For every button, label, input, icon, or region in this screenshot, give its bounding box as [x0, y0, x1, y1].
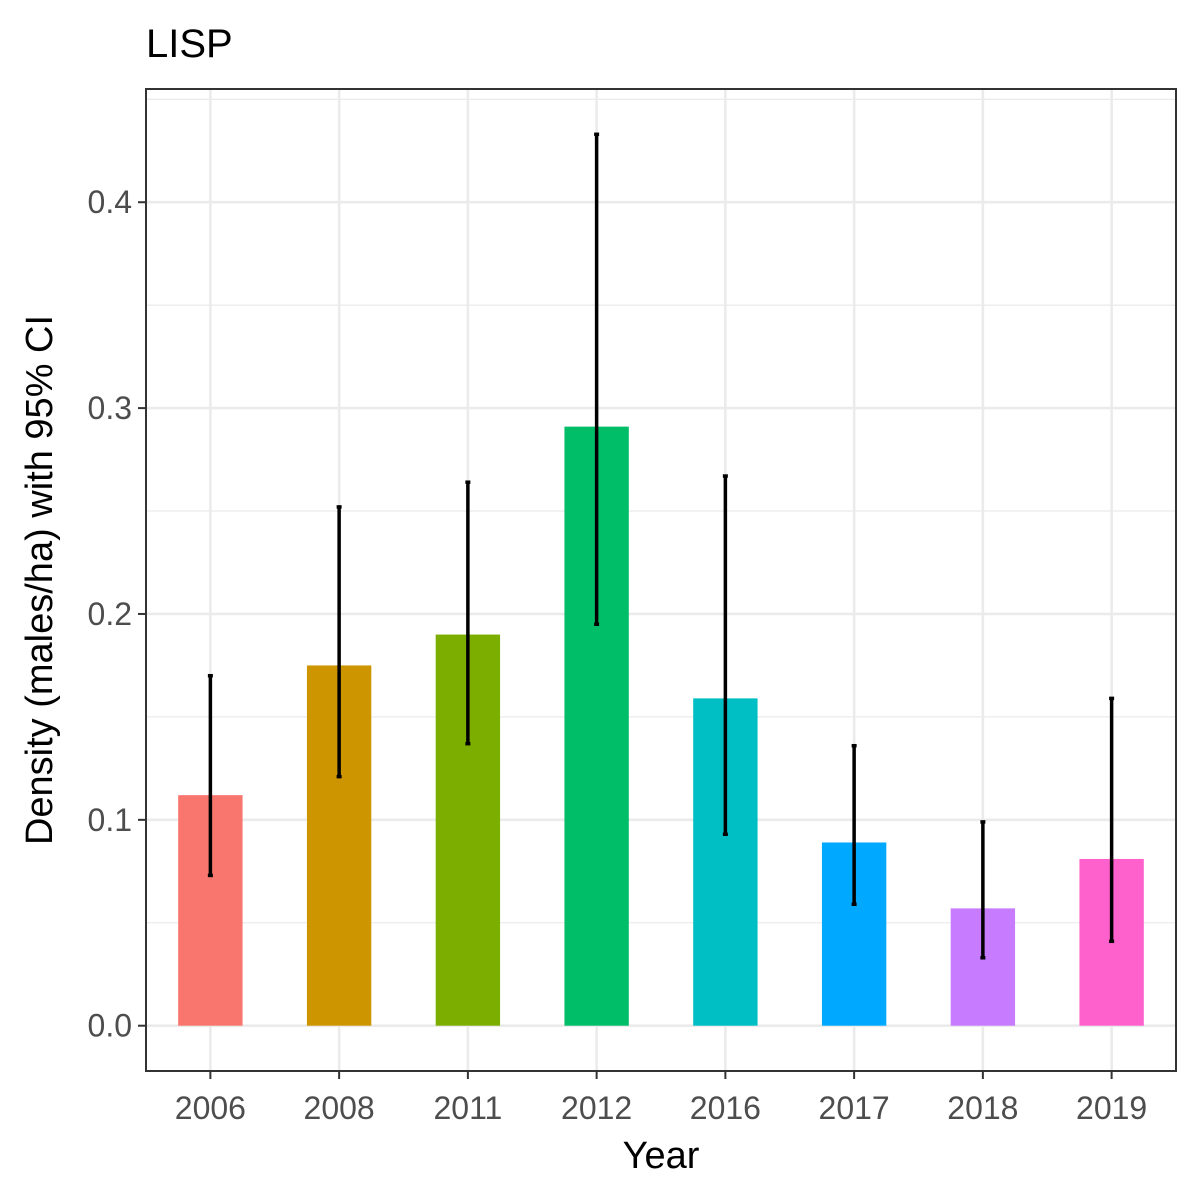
bars	[178, 426, 1144, 1026]
plot-panel-border	[145, 88, 1177, 1072]
axes: 0.0 0.1 0.2 0.3 0.4 2006 2008 2011 2012 2016 2017 2…	[88, 184, 1148, 1126]
error-bars	[207, 132, 1115, 960]
y-tick-label: 0.2	[88, 596, 132, 632]
y-tick-label: 0.3	[88, 390, 132, 426]
x-tick-label: 2016	[690, 1090, 761, 1126]
y-tick-label: 0.4	[88, 184, 132, 220]
x-axis-title: Year	[623, 1135, 700, 1177]
x-tick-label: 2011	[433, 1090, 502, 1126]
x-tick-label: 2006	[175, 1090, 246, 1126]
x-tick-label: 2017	[819, 1090, 890, 1126]
chart-title: LISP	[146, 22, 233, 66]
x-tick-label: 2018	[947, 1090, 1018, 1126]
y-axis-title: Density (males/ha) with 95% CI	[19, 315, 61, 845]
y-tick-label: 0.1	[88, 802, 132, 838]
x-tick-label: 2012	[561, 1090, 632, 1126]
x-tick-label: 2008	[304, 1090, 375, 1126]
y-tick-label: 0.0	[88, 1008, 132, 1044]
x-tick-label: 2019	[1076, 1090, 1147, 1126]
